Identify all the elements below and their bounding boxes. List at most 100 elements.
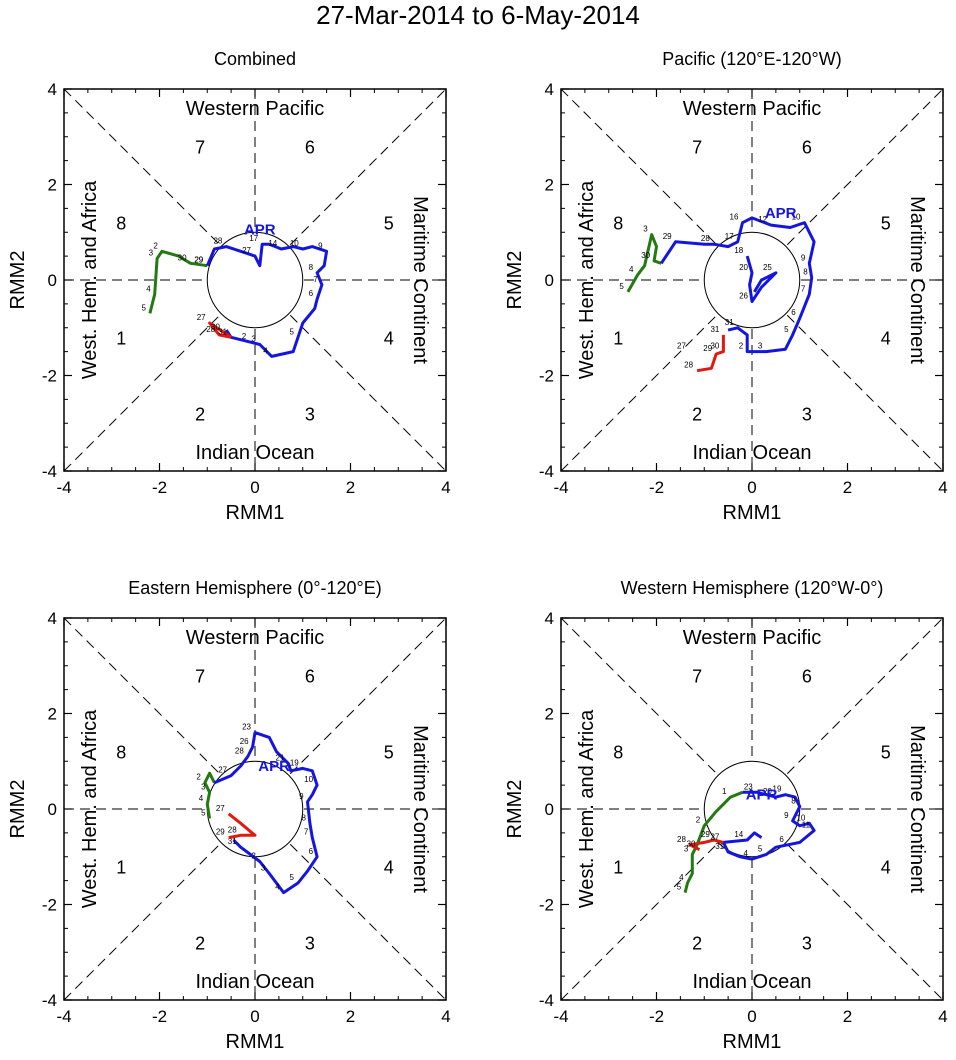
month-marker-apr: APR (746, 786, 778, 803)
day-label: 31 (218, 327, 227, 336)
y-tick-label: 0 (48, 271, 57, 290)
day-label: 28 (235, 746, 244, 755)
day-label: 23 (744, 782, 753, 791)
y-tick-label: 2 (48, 176, 57, 195)
region-label-top: Western Pacific (683, 627, 822, 649)
phase-label-1: 1 (613, 857, 623, 877)
day-label: 12 (758, 215, 767, 224)
month-marker-apr: APR (244, 222, 276, 239)
unit-circle (206, 231, 304, 329)
phase-label-6: 6 (305, 666, 315, 686)
y-tick-label: -2 (42, 896, 57, 915)
day-label: 14 (268, 239, 277, 248)
y-tick-label: 4 (545, 80, 554, 99)
trajectory-april (213, 731, 319, 895)
x-tick-label: -2 (649, 1007, 664, 1026)
phase-label-3: 3 (305, 934, 315, 954)
phase-label-4: 4 (881, 857, 891, 877)
day-label: 27 (677, 342, 686, 351)
x-tick-label: -4 (553, 478, 568, 497)
day-label: 6 (779, 835, 784, 844)
day-label: 8 (791, 797, 796, 806)
phase-label-5: 5 (384, 214, 394, 234)
diagonal-line (63, 88, 447, 472)
trajectory-march (626, 233, 662, 293)
trajectory-may (227, 812, 257, 840)
day-label: 9 (299, 792, 304, 801)
day-label: 7 (313, 275, 318, 284)
phase-label-7: 7 (692, 666, 702, 686)
phase-label-1: 1 (613, 328, 623, 348)
day-label: 5 (758, 844, 763, 853)
day-label: 28 (213, 237, 222, 246)
y-tick-label: 4 (48, 609, 57, 628)
phase-label-7: 7 (195, 666, 205, 686)
day-label: 5 (290, 873, 295, 882)
day-label: 10 (304, 775, 313, 784)
phase-label-8: 8 (116, 743, 126, 763)
phase-label-4: 4 (384, 857, 394, 877)
trajectory-april (205, 242, 329, 358)
x-tick-label: 4 (441, 478, 450, 497)
day-label: 18 (734, 246, 743, 255)
y-tick-label: 0 (545, 800, 554, 819)
day-label: 2 (251, 852, 256, 861)
x-axis-label: RMM1 (226, 502, 285, 524)
phase-label-1: 1 (116, 857, 126, 877)
day-label: 11 (802, 820, 811, 829)
phase-label-8: 8 (613, 214, 623, 234)
x-tick-label: -4 (56, 478, 71, 497)
day-label: 10 (290, 239, 299, 248)
y-tick-label: 4 (48, 80, 57, 99)
trajectory-march (148, 249, 208, 314)
figure-title: 27-Mar-2014 to 6-May-2014 (316, 0, 640, 30)
y-axis-label: RMM2 (7, 780, 29, 839)
day-label: 30 (211, 323, 220, 332)
y-tick-label: -4 (539, 462, 554, 481)
day-label: 3 (758, 342, 763, 351)
day-label: 30 (641, 251, 650, 260)
diagonal-line (560, 617, 944, 1001)
diagonal-line (63, 88, 447, 472)
phase-label-5: 5 (881, 214, 891, 234)
day-label: 2 (196, 773, 201, 782)
phase-label-6: 6 (802, 137, 812, 157)
day-label: 8 (309, 263, 314, 272)
phase-label-2: 2 (692, 405, 702, 425)
diagonal-line (560, 88, 944, 472)
day-label: 9 (318, 241, 323, 250)
trajectory-april (721, 790, 816, 861)
y-axis-label: RMM2 (504, 251, 526, 310)
day-label: 29 (216, 828, 225, 837)
month-marker-apr: APR (765, 205, 797, 222)
day-label: 27 (197, 313, 206, 322)
region-label-left: West. Hem. and Africa (576, 180, 598, 379)
phase-label-8: 8 (116, 214, 126, 234)
phase-label-4: 4 (384, 328, 394, 348)
day-label: 27 (218, 766, 227, 775)
region-label-bottom: Indian Ocean (196, 442, 315, 464)
region-label-right: Maritime Continent (906, 196, 928, 364)
phase-label-3: 3 (305, 405, 315, 425)
diagonal-line (560, 88, 944, 472)
trajectory-may (696, 334, 725, 373)
day-label: 3 (251, 334, 256, 343)
diagonal-line (560, 617, 944, 1001)
panel-combined: Combined -4-4 -2 -2 0 0 2 2 4 4 RMM1 RMM2 Western Pa… (7, 49, 451, 524)
day-label: 29 (701, 830, 710, 839)
day-label: 5 (619, 282, 624, 291)
region-label-bottom: Indian Ocean (693, 442, 812, 464)
day-label: 10 (796, 813, 805, 822)
phase-label-7: 7 (692, 137, 702, 157)
region-label-right: Maritime Continent (409, 196, 431, 364)
region-label-left: West. Hem. and Africa (576, 709, 598, 908)
day-label: 5 (677, 883, 682, 892)
region-label-right: Maritime Continent (906, 725, 928, 893)
x-axis-label: RMM1 (723, 502, 782, 524)
trajectory-april (660, 216, 816, 354)
x-tick-label: -2 (152, 1007, 167, 1026)
trajectory-march (203, 771, 216, 819)
y-axis-label: RMM2 (7, 251, 29, 310)
region-label-left: West. Hem. and Africa (79, 709, 101, 908)
